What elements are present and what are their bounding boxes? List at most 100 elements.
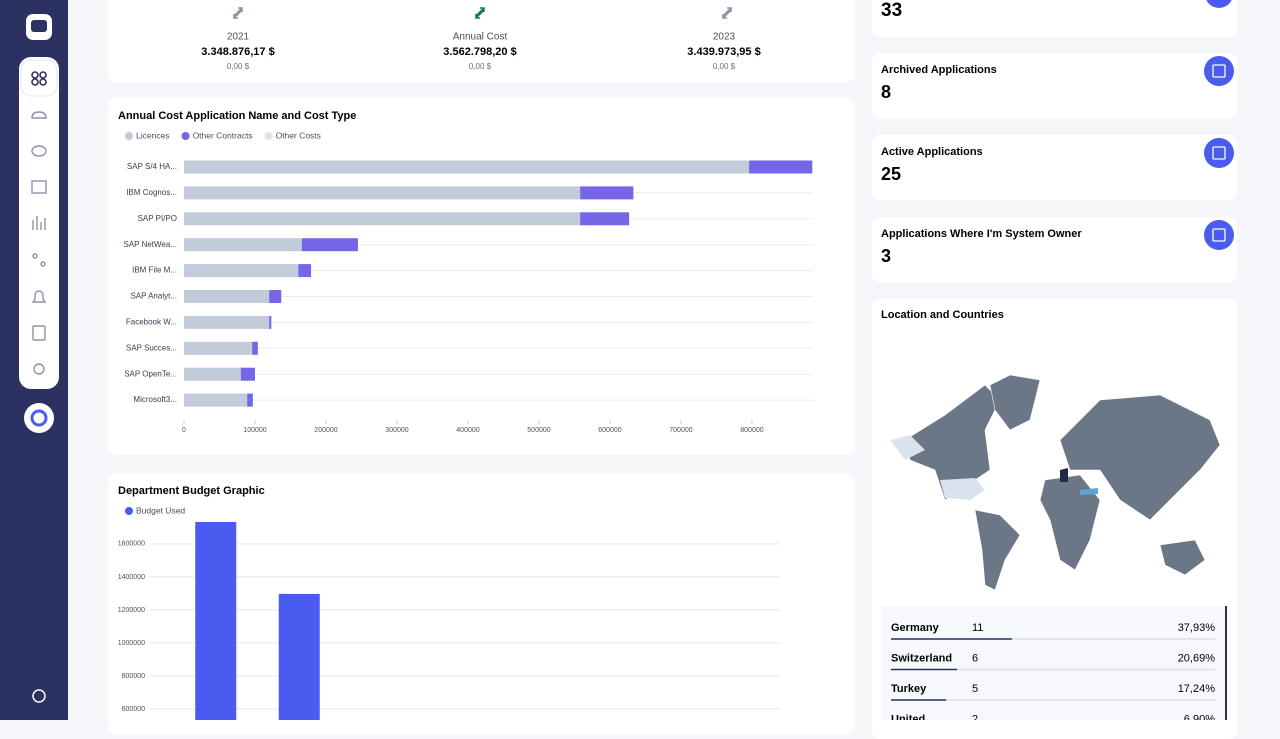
- country-percent: 17,24%: [1178, 683, 1216, 695]
- bar: [195, 521, 237, 720]
- map-highlight: [1080, 488, 1098, 495]
- country-count: 2: [972, 713, 978, 720]
- map-shape: [989, 374, 1041, 431]
- y-tick-label: SAP OpenTe...: [124, 369, 177, 378]
- y-tick-label: SAP NetWea...: [123, 240, 177, 249]
- logout-icon[interactable]: [32, 689, 46, 703]
- map-shape: [1059, 394, 1221, 521]
- bar: [184, 212, 581, 226]
- y-tick-label: Microsoft3...: [133, 395, 177, 404]
- country-name: Germany: [891, 622, 940, 634]
- bar: [184, 315, 270, 329]
- y-tick-label: SAP S/4 HA...: [127, 162, 177, 171]
- bar: [580, 186, 634, 200]
- x-tick-label: 600000: [598, 427, 621, 434]
- card-title: Archived Applications: [881, 64, 997, 76]
- x-tick-label: 700000: [669, 427, 692, 434]
- nav-icon[interactable]: [31, 290, 47, 303]
- count-card: [872, 217, 1237, 282]
- map-highlight: [890, 435, 925, 460]
- country-name: Turkey: [891, 683, 927, 695]
- chart-title: Annual Cost Application Name and Cost Ty…: [118, 110, 356, 122]
- overlay: 2021 3.348.876,17 $ 0,00 $ Annual Cost 3…: [19, 0, 1234, 720]
- y-tick-label: SAP PI/PO: [138, 214, 177, 223]
- nav-icon[interactable]: [31, 78, 39, 86]
- x-tick-label: 200000: [314, 427, 337, 434]
- dashboard: { "stats": [ {"label": "2021", "value": …: [0, 0, 1237, 739]
- legend-dot: [125, 507, 133, 515]
- bar: [580, 212, 630, 226]
- nav-icon[interactable]: [32, 253, 38, 259]
- stat-label: 2021: [227, 32, 250, 43]
- button-icon: [1212, 146, 1226, 160]
- nav-icon[interactable]: [31, 71, 39, 79]
- stat-value: 3.439.973,95 $: [687, 46, 760, 58]
- nav-icon[interactable]: [32, 325, 46, 341]
- card-value: 8: [881, 82, 891, 102]
- x-tick-label: 800000: [740, 427, 763, 434]
- legend-dot: [125, 132, 133, 140]
- nav-active[interactable]: [20, 59, 58, 97]
- card-button[interactable]: [1204, 138, 1234, 168]
- bar: [184, 341, 253, 355]
- bar: [184, 238, 302, 252]
- nav-icon[interactable]: [39, 71, 47, 79]
- card-value: 33: [881, 0, 902, 21]
- logo-mark: [31, 20, 47, 32]
- bar: [278, 593, 320, 720]
- country-percent: 6,90%: [1184, 713, 1215, 720]
- stats-card: [108, 0, 855, 82]
- country-count: 11: [972, 622, 983, 634]
- bar: [269, 290, 282, 303]
- bar: [269, 315, 272, 329]
- x-tick-label: 400000: [456, 427, 479, 434]
- x-tick-label: 300000: [385, 427, 408, 434]
- card-button[interactable]: [1204, 220, 1234, 250]
- bar: [240, 367, 255, 381]
- bar: [749, 160, 813, 174]
- stat-value: 3.562.798,20 $: [443, 46, 516, 58]
- stat-icon: [475, 7, 485, 19]
- bar: [184, 160, 750, 174]
- map-highlight: [1060, 468, 1068, 482]
- stat-change: 0,00 $: [469, 62, 492, 71]
- y-tick-label: SAP Succes...: [126, 343, 177, 352]
- map-shape: [904, 384, 1001, 501]
- stat-icon: [233, 7, 243, 19]
- y-tick-label: SAP Analyt...: [130, 292, 177, 301]
- bar: [301, 238, 358, 252]
- country-percent: 20,69%: [1178, 652, 1216, 664]
- nav-icon[interactable]: [31, 111, 47, 119]
- stat-icon: [722, 7, 732, 19]
- card-button[interactable]: [1204, 56, 1234, 86]
- card-buttons: [1204, 56, 1234, 250]
- bar: [252, 341, 258, 355]
- world-map: [904, 374, 1221, 591]
- nav-icon[interactable]: [39, 78, 47, 86]
- legend-dot: [264, 132, 273, 140]
- card-value: 3: [881, 246, 891, 266]
- x-tick-label: 100000: [243, 427, 266, 434]
- avatar[interactable]: [24, 403, 54, 433]
- nav-icon[interactable]: [40, 261, 46, 267]
- y-tick-label: 1600000: [118, 541, 145, 548]
- x-tick-label: 0: [182, 427, 186, 434]
- map-shape: [974, 509, 1021, 591]
- stat-change: 0,00 $: [227, 62, 250, 71]
- nav-icon[interactable]: [32, 216, 46, 230]
- card-button[interactable]: [1205, 0, 1233, 8]
- nav-icon[interactable]: [31, 180, 47, 194]
- chart-title: Department Budget Graphic: [118, 485, 265, 497]
- country-percent: 37,93%: [1178, 622, 1216, 634]
- legend-dot: [181, 132, 190, 140]
- button-icon: [1212, 228, 1226, 242]
- country-count: 5: [972, 683, 978, 695]
- map-shape: [1159, 539, 1206, 576]
- bar: [184, 367, 241, 381]
- card-title: Applications Where I'm System Owner: [881, 228, 1082, 240]
- bar: [184, 264, 299, 278]
- nav-icon[interactable]: [33, 363, 45, 375]
- bar: [184, 290, 270, 303]
- map-title: Location and Countries: [881, 309, 1004, 321]
- nav-icon[interactable]: [31, 145, 47, 157]
